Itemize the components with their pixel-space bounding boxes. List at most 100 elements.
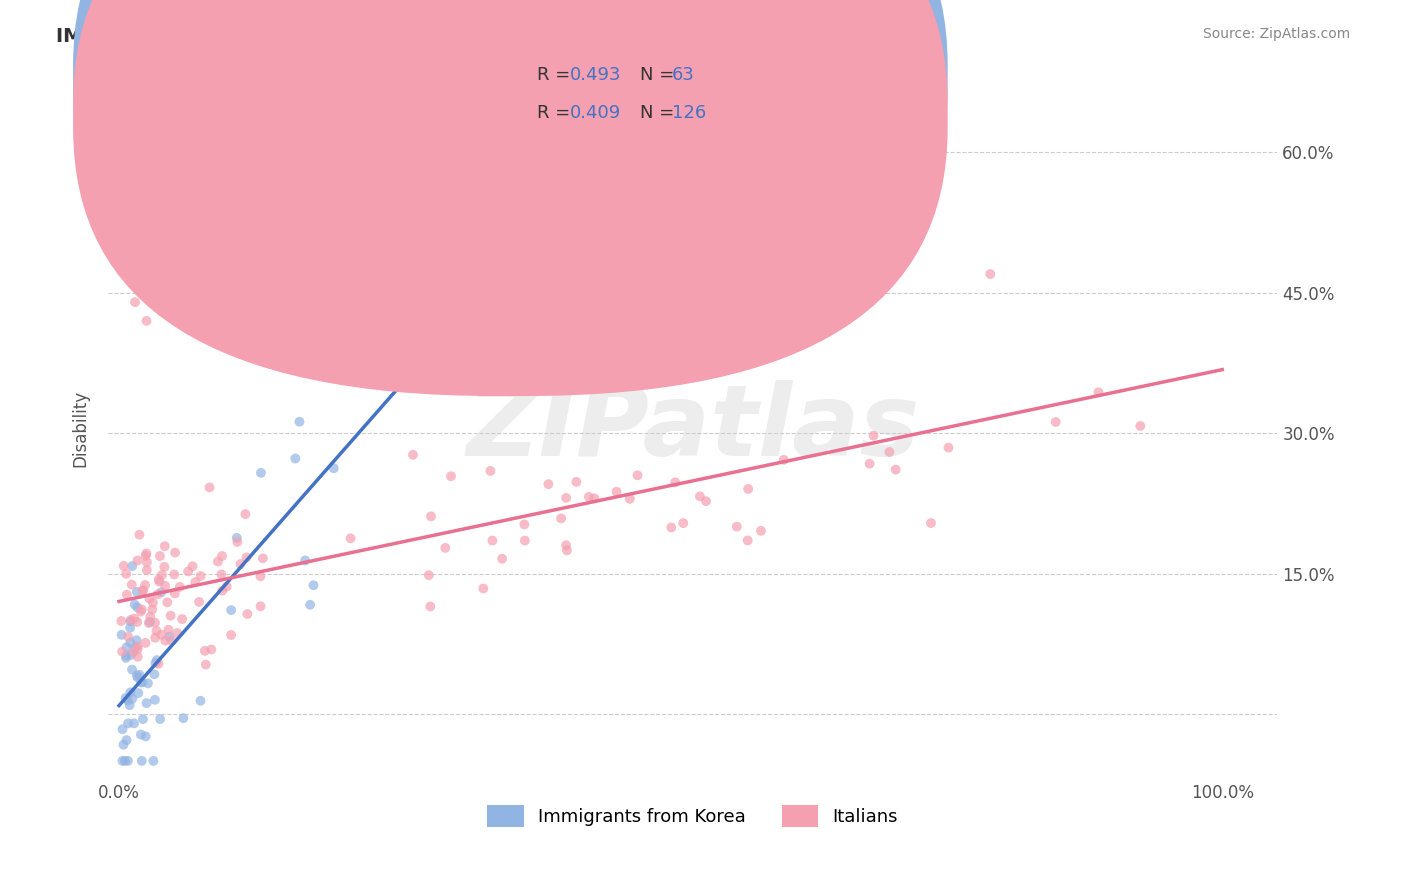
Immigrants from Korea: [146, 653, 169, 667]
Italians: [235, 550, 257, 565]
Italians: [139, 609, 162, 624]
Italians: [194, 644, 217, 658]
Immigrants from Korea: [143, 693, 166, 707]
Immigrants from Korea: [124, 598, 146, 612]
Italians: [211, 549, 233, 563]
Text: R =: R =: [537, 104, 576, 122]
Italians: [150, 628, 173, 642]
Immigrants from Korea: [114, 754, 136, 768]
Italians: [491, 551, 513, 566]
Italians: [135, 549, 157, 563]
Immigrants from Korea: [302, 578, 325, 592]
Text: 126: 126: [672, 104, 706, 122]
Italians: [252, 551, 274, 566]
Immigrants from Korea: [136, 676, 159, 690]
Italians: [938, 441, 960, 455]
Italians: [127, 642, 149, 657]
Italians: [920, 516, 942, 530]
Text: ZIPatlas: ZIPatlas: [467, 380, 920, 477]
Italians: [138, 615, 160, 630]
Italians: [153, 559, 176, 574]
Italians: [420, 509, 443, 524]
Italians: [148, 574, 170, 589]
Italians: [236, 607, 259, 621]
Italians: [177, 565, 200, 579]
Italians: [128, 527, 150, 541]
Text: N =: N =: [640, 66, 679, 84]
Text: 63: 63: [672, 66, 695, 84]
Immigrants from Korea: [115, 733, 138, 747]
Italians: [142, 596, 165, 610]
Immigrants from Korea: [120, 685, 142, 699]
Italians: [145, 624, 167, 638]
Italians: [124, 612, 146, 626]
Italians: [115, 566, 138, 581]
Text: 0.409: 0.409: [569, 104, 620, 122]
Italians: [131, 583, 153, 598]
Italians: [979, 267, 1001, 281]
Italians: [737, 533, 759, 548]
Italians: [619, 491, 641, 506]
Immigrants from Korea: [172, 711, 194, 725]
Italians: [209, 567, 232, 582]
Italians: [149, 549, 172, 563]
Italians: [131, 602, 153, 616]
Immigrants from Korea: [112, 738, 135, 752]
Italians: [141, 602, 163, 616]
Immigrants from Korea: [110, 628, 132, 642]
Italians: [110, 614, 132, 628]
Immigrants from Korea: [125, 633, 148, 648]
Italians: [695, 494, 717, 508]
Immigrants from Korea: [190, 694, 212, 708]
Italians: [157, 623, 180, 637]
Italians: [153, 539, 176, 553]
Italians: [166, 626, 188, 640]
Text: Source: ZipAtlas.com: Source: ZipAtlas.com: [1202, 27, 1350, 41]
Italians: [198, 480, 221, 494]
Immigrants from Korea: [115, 640, 138, 655]
Italians: [194, 657, 217, 672]
Italians: [659, 520, 682, 534]
Italians: [794, 267, 817, 281]
Immigrants from Korea: [132, 712, 155, 726]
Italians: [555, 538, 578, 552]
Immigrants from Korea: [219, 603, 242, 617]
Italians: [1087, 385, 1109, 400]
Italians: [555, 491, 578, 505]
Italians: [862, 428, 884, 442]
Text: IMMIGRANTS FROM KOREA VS ITALIAN DISABILITY CORRELATION CHART: IMMIGRANTS FROM KOREA VS ITALIAN DISABIL…: [56, 27, 846, 45]
Italians: [143, 631, 166, 645]
Italians: [402, 448, 425, 462]
Italians: [122, 645, 145, 659]
Text: 0.493: 0.493: [569, 66, 621, 84]
Immigrants from Korea: [131, 675, 153, 690]
Italians: [127, 615, 149, 629]
Italians: [481, 533, 503, 548]
Immigrants from Korea: [127, 600, 149, 615]
Text: N =: N =: [640, 104, 679, 122]
Italians: [160, 633, 183, 648]
Italians: [749, 524, 772, 538]
Italians: [111, 645, 134, 659]
Italians: [472, 582, 495, 596]
Italians: [1045, 415, 1067, 429]
Italians: [513, 517, 536, 532]
Italians: [148, 573, 170, 587]
Immigrants from Korea: [139, 615, 162, 629]
Immigrants from Korea: [120, 621, 142, 635]
Immigrants from Korea: [143, 667, 166, 681]
Italians: [664, 475, 686, 490]
Italians: [772, 453, 794, 467]
Italians: [190, 569, 212, 583]
Italians: [181, 559, 204, 574]
Italians: [479, 464, 502, 478]
Immigrants from Korea: [299, 598, 322, 612]
Immigrants from Korea: [145, 656, 167, 670]
Italians: [138, 591, 160, 606]
Italians: [229, 557, 252, 571]
Immigrants from Korea: [118, 698, 141, 713]
Immigrants from Korea: [115, 648, 138, 663]
Italians: [339, 531, 361, 545]
Immigrants from Korea: [127, 686, 149, 700]
Italians: [219, 628, 242, 642]
